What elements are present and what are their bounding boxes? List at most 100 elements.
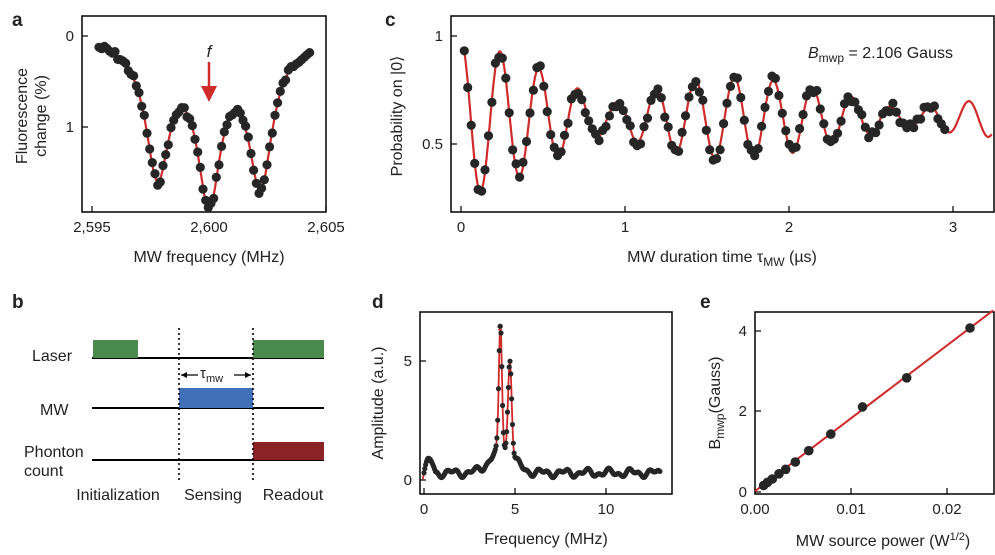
x-tick-label-c-3: 3 bbox=[949, 219, 957, 236]
row-label-laser: Laser bbox=[32, 348, 73, 365]
data-point-c bbox=[504, 108, 514, 118]
x-axis-label-e: MW source power (W1/2) bbox=[796, 531, 970, 550]
data-point-c bbox=[836, 116, 846, 126]
data-point-c bbox=[521, 136, 532, 147]
data-point-d bbox=[505, 384, 511, 391]
laser-readout-pulse bbox=[253, 340, 324, 358]
row-label-mw: MW bbox=[40, 402, 69, 419]
data-point-e bbox=[901, 373, 912, 383]
x-ticks-e: 0.00 0.01 0.02 bbox=[740, 488, 962, 518]
data-point-c bbox=[850, 97, 860, 107]
plot-frame-d bbox=[419, 311, 673, 495]
row-label-count: count bbox=[24, 463, 64, 480]
y-tick-label-a-0: 0 bbox=[66, 28, 74, 45]
y-ticks-c: 1 0.5 bbox=[422, 28, 457, 153]
data-point-c bbox=[459, 46, 469, 56]
y-tick-label-e-2: 4 bbox=[739, 323, 747, 340]
phase-label-initialization: Initialization bbox=[76, 487, 160, 504]
y-axis-label-e: Bmwp(Gauss) bbox=[707, 357, 727, 450]
tau-arrowhead-left bbox=[181, 372, 187, 378]
data-point-c bbox=[542, 107, 552, 117]
field-annotation: Bmwp = 2.106 Gauss bbox=[808, 45, 953, 65]
y-ticks-d: 0 5 bbox=[404, 353, 426, 489]
data-point-c bbox=[712, 154, 722, 164]
data-point-c bbox=[888, 98, 898, 108]
data-point-c bbox=[715, 145, 725, 155]
y-axis-label-a-line2: change (%) bbox=[33, 75, 50, 157]
data-point-a bbox=[134, 88, 144, 98]
data-point-a bbox=[243, 132, 253, 142]
x-ticks-c: 0 1 2 3 bbox=[457, 206, 957, 236]
data-point-c bbox=[909, 123, 919, 133]
data-point-c bbox=[701, 125, 711, 135]
data-point-d bbox=[499, 364, 505, 370]
panel-b: b Laser MW Phonton count τmw Initializat… bbox=[12, 292, 324, 504]
data-point-c bbox=[604, 111, 615, 121]
data-point-d bbox=[504, 409, 511, 415]
row-label-photon: Phonton bbox=[24, 444, 84, 461]
data-point-a bbox=[281, 75, 291, 85]
plot-frame-c bbox=[450, 15, 995, 213]
data-point-c bbox=[653, 84, 663, 94]
data-point-c bbox=[770, 73, 781, 83]
data-point-c bbox=[698, 95, 708, 105]
data-point-d bbox=[504, 429, 510, 435]
data-point-d bbox=[500, 402, 506, 409]
data-point-c bbox=[615, 98, 625, 109]
data-point-c bbox=[874, 120, 884, 130]
panel-a: a 2,595 2,600 2,605 0 1 MW frequency (MH… bbox=[12, 10, 345, 266]
panel-letter-a: a bbox=[12, 10, 23, 31]
data-point-c bbox=[916, 114, 926, 124]
data-point-a bbox=[270, 110, 280, 120]
data-point-c bbox=[819, 119, 829, 129]
data-point-c bbox=[940, 124, 950, 135]
data-point-c bbox=[518, 157, 528, 167]
laser-init-pulse bbox=[93, 340, 138, 358]
y-ticks-a: 0 1 bbox=[66, 28, 88, 136]
x-tick-label-a-0: 2,595 bbox=[73, 219, 111, 236]
data-point-d bbox=[495, 386, 502, 392]
data-point-a bbox=[145, 144, 155, 154]
data-point-c bbox=[891, 107, 902, 117]
x-tick-label-e-1: 0.01 bbox=[836, 501, 865, 518]
x-tick-label-a-2: 2,605 bbox=[307, 219, 345, 236]
data-point-d bbox=[493, 443, 499, 449]
chart-d-data bbox=[421, 323, 663, 481]
tau-label: τmw bbox=[200, 365, 223, 385]
data-point-c bbox=[777, 108, 787, 118]
x-tick-label-d-1: 5 bbox=[511, 501, 519, 518]
data-point-e bbox=[780, 464, 791, 475]
data-point-a bbox=[193, 147, 203, 157]
data-point-c bbox=[556, 147, 566, 157]
data-point-c bbox=[656, 93, 666, 103]
data-point-c bbox=[725, 81, 736, 91]
data-point-c bbox=[601, 121, 611, 132]
data-point-a bbox=[246, 148, 256, 159]
data-point-c bbox=[691, 77, 701, 87]
data-point-c bbox=[781, 126, 791, 136]
data-point-a bbox=[209, 193, 219, 203]
data-point-c bbox=[660, 112, 670, 122]
data-point-c bbox=[525, 108, 535, 118]
data-point-c bbox=[732, 73, 743, 83]
data-point-a bbox=[179, 103, 189, 113]
data-point-c bbox=[487, 97, 497, 107]
data-point-c bbox=[722, 98, 732, 108]
data-point-c bbox=[753, 144, 763, 154]
data-point-d bbox=[509, 396, 515, 402]
y-tick-label-e-1: 2 bbox=[739, 403, 747, 420]
data-point-c bbox=[871, 128, 881, 138]
data-point-c bbox=[684, 92, 694, 102]
data-point-c bbox=[677, 127, 687, 137]
photon-count-window bbox=[253, 442, 324, 460]
data-point-c bbox=[511, 159, 521, 169]
data-point-c bbox=[580, 108, 590, 118]
data-point-a bbox=[139, 110, 149, 120]
y-tick-label-a-1: 1 bbox=[66, 119, 74, 136]
data-point-c bbox=[535, 61, 545, 71]
data-point-a bbox=[155, 177, 165, 187]
data-point-c bbox=[736, 92, 746, 103]
data-point-c bbox=[839, 99, 850, 109]
data-point-a bbox=[142, 128, 152, 138]
